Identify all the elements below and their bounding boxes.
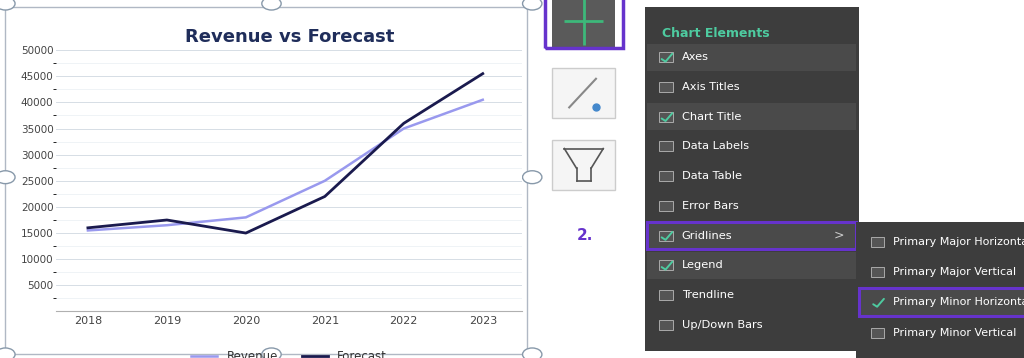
FancyBboxPatch shape <box>647 222 856 249</box>
Text: Chart Title: Chart Title <box>682 112 741 122</box>
Circle shape <box>522 0 542 10</box>
Text: Data Labels: Data Labels <box>682 141 749 151</box>
Line: Forecast: Forecast <box>88 74 482 233</box>
FancyBboxPatch shape <box>659 201 673 211</box>
FancyBboxPatch shape <box>645 7 858 351</box>
Text: Trendline: Trendline <box>682 290 733 300</box>
FancyBboxPatch shape <box>870 297 885 308</box>
Revenue <box>318 179 331 183</box>
FancyBboxPatch shape <box>870 328 885 338</box>
FancyBboxPatch shape <box>659 171 673 181</box>
FancyBboxPatch shape <box>659 231 673 241</box>
FancyBboxPatch shape <box>659 82 673 92</box>
Text: Primary Minor Vertical: Primary Minor Vertical <box>893 328 1017 338</box>
Text: Gridlines: Gridlines <box>682 231 732 241</box>
FancyBboxPatch shape <box>647 222 856 249</box>
Text: Up/Down Bars: Up/Down Bars <box>682 320 762 330</box>
Forecast <box>240 231 252 235</box>
Revenue <box>240 215 252 219</box>
FancyBboxPatch shape <box>659 141 673 151</box>
Text: >: > <box>834 229 845 242</box>
FancyBboxPatch shape <box>659 112 673 122</box>
Forecast <box>318 194 331 199</box>
FancyBboxPatch shape <box>647 103 856 130</box>
Circle shape <box>522 348 542 358</box>
FancyBboxPatch shape <box>647 252 856 279</box>
FancyBboxPatch shape <box>659 260 673 270</box>
Text: Primary Major Vertical: Primary Major Vertical <box>893 267 1016 277</box>
FancyBboxPatch shape <box>647 44 856 71</box>
Text: Chart Elements: Chart Elements <box>662 27 769 40</box>
Circle shape <box>262 0 282 10</box>
Text: 2.: 2. <box>577 228 593 243</box>
FancyBboxPatch shape <box>659 52 673 62</box>
Text: Error Bars: Error Bars <box>682 201 738 211</box>
Title: Revenue vs Forecast: Revenue vs Forecast <box>184 28 394 46</box>
Text: Axis Titles: Axis Titles <box>682 82 739 92</box>
FancyBboxPatch shape <box>856 222 1024 358</box>
FancyBboxPatch shape <box>858 289 1024 316</box>
FancyBboxPatch shape <box>552 68 615 118</box>
Circle shape <box>0 0 15 10</box>
Revenue <box>476 98 488 102</box>
Text: Axes: Axes <box>682 52 709 62</box>
Text: Primary Minor Horizontal: Primary Minor Horizontal <box>893 297 1024 308</box>
FancyBboxPatch shape <box>659 290 673 300</box>
Circle shape <box>0 171 15 184</box>
Text: Data Table: Data Table <box>682 171 741 181</box>
Text: Legend: Legend <box>682 260 723 270</box>
FancyBboxPatch shape <box>552 0 615 47</box>
FancyBboxPatch shape <box>552 140 615 190</box>
Forecast <box>82 226 94 230</box>
Circle shape <box>522 171 542 184</box>
Circle shape <box>0 348 15 358</box>
FancyBboxPatch shape <box>659 320 673 330</box>
Revenue <box>82 228 94 233</box>
Forecast <box>476 72 488 76</box>
FancyBboxPatch shape <box>870 237 885 247</box>
Text: Primary Major Horizontal: Primary Major Horizontal <box>893 237 1024 247</box>
Line: Revenue: Revenue <box>88 100 482 231</box>
Revenue <box>397 126 410 131</box>
Circle shape <box>262 348 282 358</box>
Revenue <box>161 223 173 227</box>
Forecast <box>161 218 173 222</box>
Forecast <box>397 121 410 125</box>
Legend: Revenue, Forecast: Revenue, Forecast <box>191 350 387 358</box>
FancyBboxPatch shape <box>870 267 885 277</box>
